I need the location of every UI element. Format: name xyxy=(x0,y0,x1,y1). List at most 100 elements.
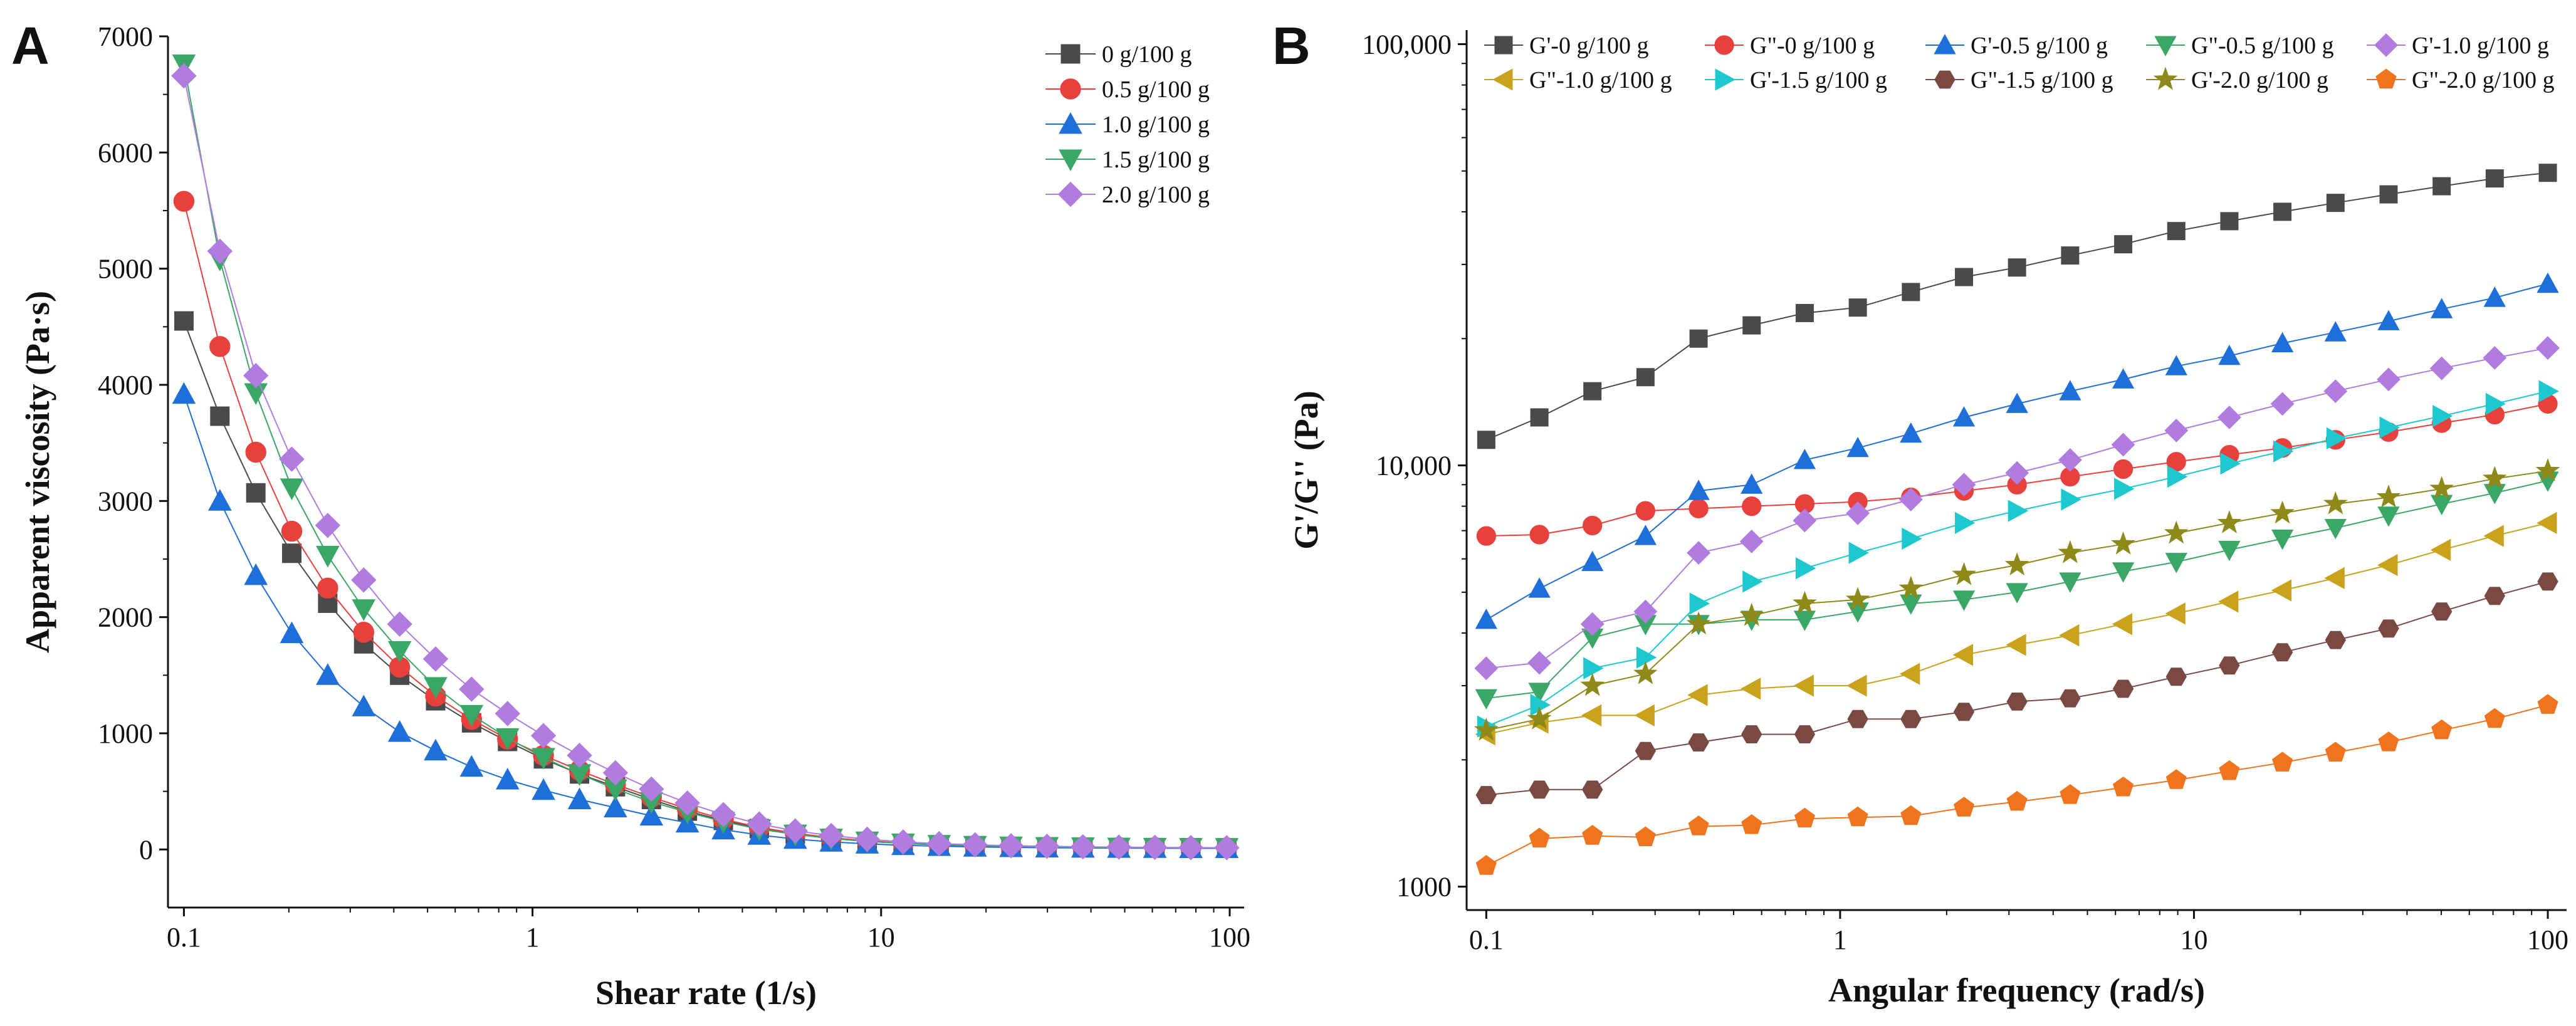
chart-b-data-point xyxy=(2429,356,2454,380)
chart-b-data-point xyxy=(2217,510,2242,533)
chart-b-data-point xyxy=(2537,694,2558,714)
chart-b-data-point xyxy=(2272,751,2293,772)
chart-a-data-point xyxy=(172,382,196,404)
chart-b-data-point xyxy=(2273,440,2294,463)
chart-b-data-point xyxy=(2058,540,2083,563)
chart-b-legend-item: G'-2.0 g/100 g xyxy=(2146,66,2328,93)
chart-b-data-point xyxy=(2270,392,2295,416)
chart-a-data-point xyxy=(962,832,988,858)
chart-b-data-point xyxy=(2270,500,2295,524)
chart-b-data-point xyxy=(2220,212,2239,231)
chart-b-legend: G'-0 g/100 g G"-0 g/100 g G'-0.5 g/100 g G"… xyxy=(1484,33,2555,93)
chart-a-data-point xyxy=(1142,834,1168,861)
chart-a-legend-marker xyxy=(1060,44,1081,64)
chart-b-data-point xyxy=(1581,704,1602,727)
chart-b-legend-marker xyxy=(2374,33,2398,57)
chart-b-legend-label: G'-0.5 g/100 g xyxy=(1971,33,2108,59)
chart-a-data-point xyxy=(890,829,916,855)
chart-b-data-point xyxy=(2060,689,2081,708)
chart-b-data-point xyxy=(2113,776,2134,797)
chart-a-data-point xyxy=(746,811,772,837)
chart-a-data-point xyxy=(459,755,484,777)
chart-b-data-point xyxy=(2059,624,2080,647)
chart-b-data-point xyxy=(2006,693,2028,711)
chart-b-data-point xyxy=(1474,656,1499,681)
chart-b-legend-item: G'-0.5 g/100 g xyxy=(1925,33,2108,59)
chart-a-data-point xyxy=(280,621,304,644)
chart-b-data-point xyxy=(1742,496,1762,516)
chart-b-data-point xyxy=(1529,827,1550,848)
chart-b-data-point xyxy=(2379,185,2398,204)
chart-b-data-point xyxy=(2271,579,2292,602)
chart-b-data-point xyxy=(2112,562,2135,583)
chart-b-y-tick-label: 1000 xyxy=(1396,872,1452,903)
chart-b-data-point xyxy=(2378,619,2399,638)
chart-a-y-tick-label: 4000 xyxy=(98,370,153,400)
chart-b-legend-item: G'-0 g/100 g xyxy=(1484,33,1649,59)
chart-b-legend-marker xyxy=(2375,68,2397,89)
chart-b-data-point xyxy=(1475,689,1497,709)
chart-a-series-line xyxy=(183,320,1227,849)
chart-a-data-point xyxy=(209,336,231,357)
chart-a-data-point xyxy=(1106,834,1132,860)
chart-a-legend-item: 1.5 g/100 g xyxy=(1045,147,1210,173)
chart-b-legend-label: G'-1.0 g/100 g xyxy=(2412,33,2549,59)
chart-a-data-point xyxy=(998,833,1024,859)
chart-b-data-point xyxy=(2431,602,2453,621)
chart-a-data-point xyxy=(1070,834,1096,860)
chart-b-data-point xyxy=(2431,298,2453,318)
chart-a-data-point xyxy=(926,830,952,857)
chart-b-data-point xyxy=(2058,448,2082,472)
chart-b-x-tick-label: 1 xyxy=(1833,924,1847,955)
chart-b-data-point xyxy=(2483,286,2506,307)
chart-b-data-point xyxy=(2218,344,2241,365)
chart-b-data-point xyxy=(2114,235,2133,254)
chart-a-legend-label: 0 g/100 g xyxy=(1102,41,1192,68)
chart-a: 0.1 1 10 10001000200030004000500060007000Sh… xyxy=(19,21,1250,1012)
chart-b-data-point xyxy=(2485,169,2504,188)
chart-a-data-point xyxy=(604,795,627,818)
chart-b-data-point xyxy=(1634,704,1655,727)
chart-b-data-point xyxy=(1952,590,1976,611)
panel-a-letter: A xyxy=(11,16,50,75)
chart-b-data-point xyxy=(2430,538,2451,562)
chart-b-x-tick-label: 100 xyxy=(2527,924,2568,955)
chart-a-data-point xyxy=(352,599,376,621)
chart-b-data-point xyxy=(1793,610,1816,631)
chart-b-data-point xyxy=(1580,673,1605,696)
chart-b-legend-label: G"-0.5 g/100 g xyxy=(2191,33,2334,59)
chart-b-data-point xyxy=(2005,461,2029,485)
chart-b-series-gp-1-5-g-100-g xyxy=(1477,380,2559,738)
chart-b-data-point xyxy=(1952,473,1976,497)
chart-b-data-point xyxy=(2326,194,2345,212)
chart-b-data-point xyxy=(2271,332,2294,353)
chart-b-data-point xyxy=(1688,733,1709,751)
chart-b-series-gp-1-0-g-100-g xyxy=(1474,336,2560,681)
chart-b-data-point xyxy=(2535,458,2560,482)
chart-a-data-point xyxy=(243,362,269,389)
chart-b-y-tick-label: 10,000 xyxy=(1376,451,1452,481)
chart-a-data-point xyxy=(495,768,520,790)
chart-b-data-point xyxy=(2164,418,2189,442)
chart-a-data-point xyxy=(244,563,268,585)
chart-b-data-point xyxy=(2429,476,2454,500)
chart-b-data-point xyxy=(2536,336,2560,360)
chart-b-data-point xyxy=(1633,661,1658,684)
chart-b-data-point xyxy=(2114,478,2135,500)
chart-a-legend: 0 g/100 g 0.5 g/100 g 1.0 g/100 g 1.5 g/100… xyxy=(1045,41,1210,208)
chart-b-data-point xyxy=(2378,731,2399,751)
chart-a-data-point xyxy=(352,694,376,716)
chart-b-data-point xyxy=(2218,540,2241,562)
chart-a-data-point xyxy=(782,818,809,844)
chart-a-data-point xyxy=(280,478,304,500)
chart-b-data-point xyxy=(1952,406,1976,427)
chart-b-data-point xyxy=(2537,511,2557,535)
chart-b-data-point xyxy=(1634,525,1657,545)
chart-b-data-point xyxy=(1794,725,1816,743)
chart-b-data-point xyxy=(1793,674,1814,697)
chart-b-data-point xyxy=(1530,408,1549,427)
chart-b-data-point xyxy=(2273,202,2292,221)
chart-b-data-point xyxy=(2323,379,2348,404)
chart-a-data-point xyxy=(567,742,592,768)
chart-a-y-tick-label: 1000 xyxy=(98,718,153,749)
